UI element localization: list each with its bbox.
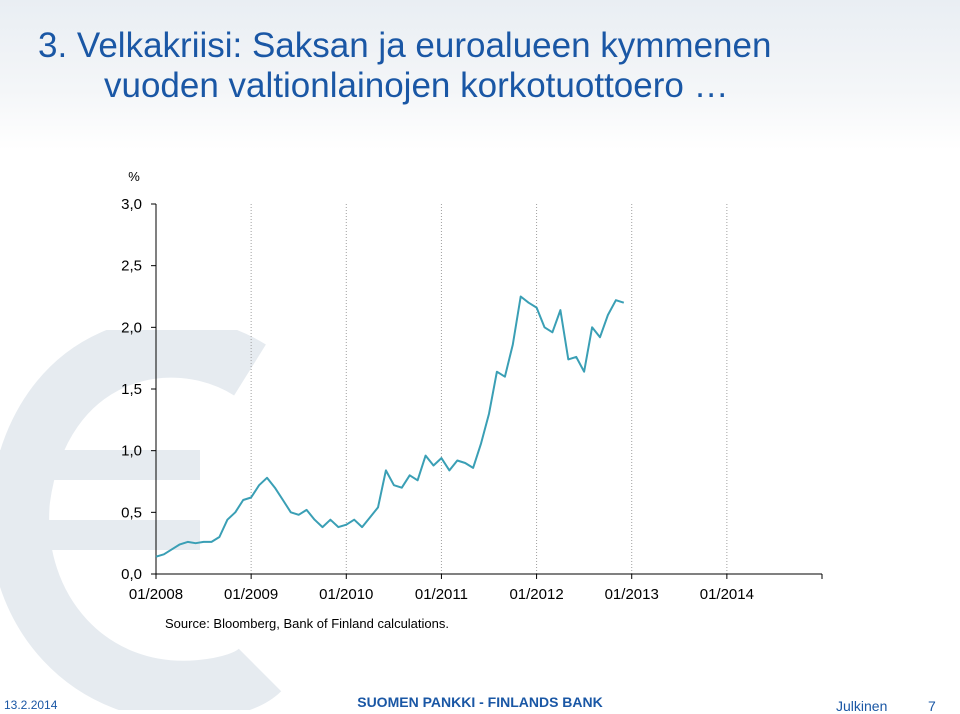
y-tick-label: 1,5 xyxy=(121,381,142,398)
title-line-2: vuoden valtionlainojen korkotuottoero … xyxy=(104,66,729,105)
footer-organization: SUOMEN PANKKI - FINLANDS BANK xyxy=(357,694,603,710)
yield-spread-chart: % 0,00,51,01,52,02,53,0 01/2008 01/2009 01… xyxy=(121,169,823,603)
y-tick-labels: 0,0 0,5 1,0 1,5 2,0 2,5 3,0 xyxy=(121,196,142,583)
y-tick-label: 1,0 xyxy=(121,443,142,460)
y-tick-label: 2,5 xyxy=(121,258,142,275)
x-tick-label: 01/2010 xyxy=(319,586,373,603)
chart-axes xyxy=(151,203,823,579)
x-tick-label: 01/2011 xyxy=(415,586,468,603)
footer-date: 13.2.2014 xyxy=(4,698,58,712)
x-tick-labels: 01/2008 01/2009 01/2010 01/2011 01/2012 01/20… xyxy=(129,586,754,603)
x-tick-label: 01/2014 xyxy=(700,586,754,603)
y-tick-label: 0,0 xyxy=(121,566,142,583)
y-tick-label: 2,0 xyxy=(121,319,142,336)
y-tick-label: 0,5 xyxy=(121,504,142,521)
series-line xyxy=(155,295,625,558)
footer-classification: Julkinen xyxy=(836,698,888,714)
slide-title: 3. Velkakriisi: Saksan ja euroalueen kym… xyxy=(38,26,938,106)
header-band xyxy=(0,0,960,150)
series-group xyxy=(155,295,625,558)
x-tick-label: 01/2012 xyxy=(509,586,563,603)
euro-watermark-icon xyxy=(0,330,282,710)
x-tick-label: 01/2013 xyxy=(605,586,659,603)
y-tick-label: 3,0 xyxy=(121,196,142,213)
chart-grid xyxy=(250,204,728,574)
x-tick-label: 01/2009 xyxy=(224,586,278,603)
title-line-1: 3. Velkakriisi: Saksan ja euroalueen kym… xyxy=(38,26,772,65)
x-tick-label: 01/2008 xyxy=(129,586,183,603)
y-axis-unit: % xyxy=(128,169,140,184)
footer-page-number: 7 xyxy=(928,698,936,714)
source-note: Source: Bloomberg, Bank of Finland calcu… xyxy=(165,616,449,631)
